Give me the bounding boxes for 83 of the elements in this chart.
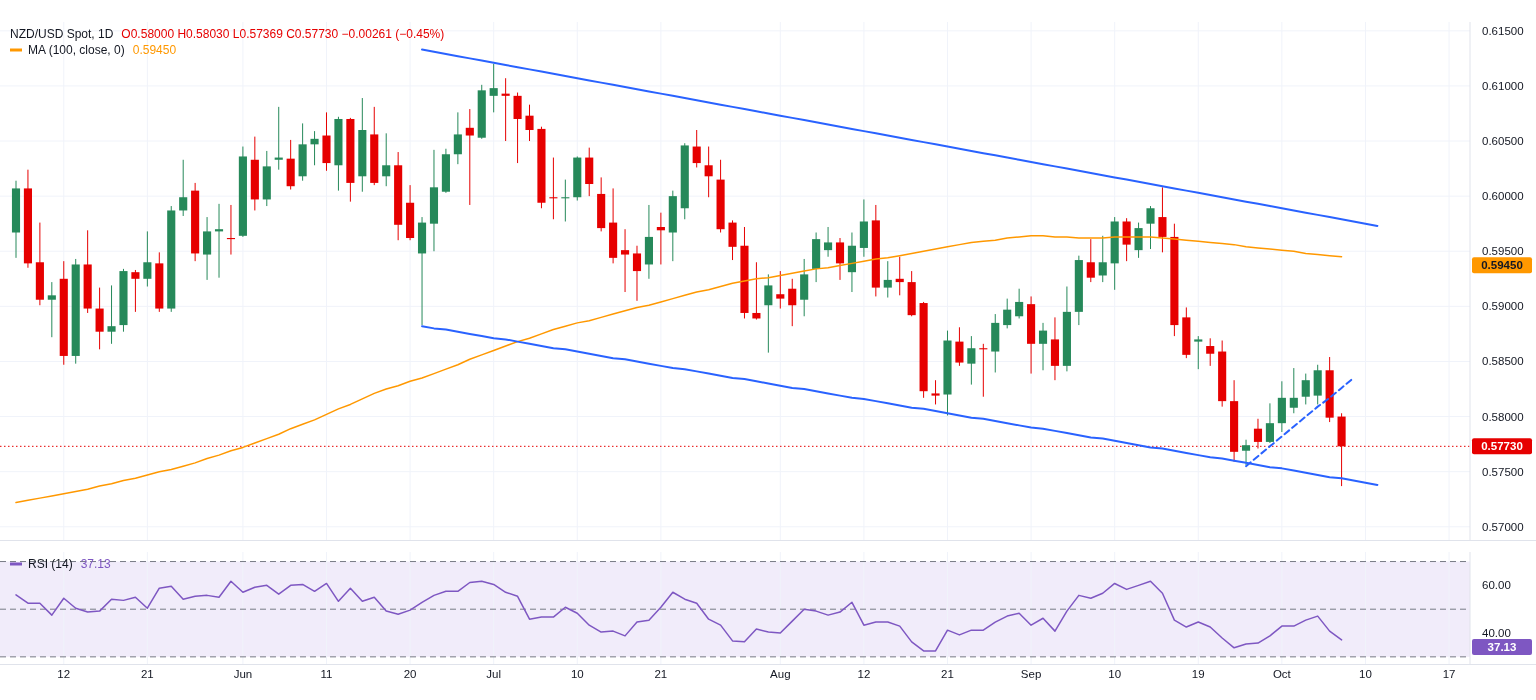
annotation: 0.59450 — [132, 43, 177, 57]
x-tick-label: 10 — [570, 668, 584, 680]
candlestick — [776, 270, 785, 310]
candlestick — [1206, 337, 1215, 367]
candlestick — [883, 260, 892, 299]
line-series — [421, 48, 1379, 227]
y-tick-label: 0.60500 — [1482, 135, 1524, 148]
candlestick — [107, 284, 116, 345]
candlestick — [143, 230, 152, 288]
candlestick — [931, 379, 940, 405]
text: 0.59450 — [1481, 259, 1523, 272]
x-tick-label: Jun — [233, 668, 253, 680]
candlestick — [1122, 217, 1131, 262]
candlestick — [1146, 205, 1155, 250]
x-tick-label: 12 — [857, 668, 871, 680]
x-tick-label: 10 — [1359, 668, 1372, 680]
y-tick-label: 0.60000 — [1482, 190, 1524, 203]
candlestick — [131, 269, 140, 313]
x-tick-label: Oct — [1272, 668, 1292, 680]
candlestick — [95, 287, 104, 350]
y-tick-label: 0.59500 — [1482, 245, 1524, 258]
y-tick-label: 0.61000 — [1482, 79, 1524, 92]
candlestick — [1289, 367, 1298, 414]
candlestick — [465, 108, 474, 206]
candlestick — [835, 237, 845, 281]
candlestick — [1086, 238, 1095, 283]
candlestick — [764, 273, 773, 354]
candlestick — [1265, 402, 1274, 444]
candlestick — [1038, 322, 1048, 371]
candlestick — [692, 129, 701, 168]
candlestick — [704, 146, 713, 198]
candlestick — [1015, 288, 1024, 319]
candlestick — [955, 326, 964, 367]
x-tick-label: Jul — [486, 668, 502, 680]
candlestick — [513, 92, 522, 164]
candlestick — [620, 228, 630, 293]
candlestick — [1241, 439, 1251, 466]
candlestick — [203, 216, 212, 281]
annotation: 37.13 — [80, 557, 112, 571]
candlestick — [47, 281, 56, 338]
text: 37.13 — [1487, 641, 1517, 654]
candlestick — [1098, 235, 1107, 283]
candlestick — [967, 335, 976, 386]
x-tick-label: 21 — [140, 668, 154, 680]
x-tick-label: 10 — [1108, 668, 1122, 680]
x-tick-label: 17 — [1442, 668, 1456, 680]
y-tick-label: 0.61500 — [1482, 24, 1524, 37]
y-tick-label: 40.00 — [1482, 627, 1511, 640]
candlestick — [1003, 298, 1012, 329]
candlestick — [489, 63, 498, 113]
y-tick-label: 0.57500 — [1482, 465, 1524, 478]
legend-label: MA (100, close, 0) — [28, 43, 125, 57]
chart-title: NZD/USD Spot, 1D — [10, 27, 114, 41]
annotation: O0.58000 H0.58030 L0.57369 C0.57730 −0.00261 (−0.45%) — [121, 27, 445, 41]
x-tick-label: 20 — [403, 668, 417, 680]
y-tick-label: 60.00 — [1482, 579, 1511, 592]
candlestick — [382, 132, 391, 187]
candlestick — [1158, 186, 1167, 253]
legend-label: RSI (14) — [28, 557, 73, 571]
y-tick-label: 0.58500 — [1482, 355, 1524, 368]
candlestick — [525, 104, 534, 142]
candlestick — [1301, 373, 1310, 405]
line-series — [1245, 376, 1355, 468]
y-tick-label: 0.57000 — [1482, 520, 1524, 533]
line-series — [15, 580, 1343, 652]
y-tick-label: 0.58000 — [1482, 410, 1524, 423]
candlestick — [179, 159, 188, 217]
candlestick — [788, 278, 797, 327]
candlestick — [824, 226, 833, 258]
x-tick-label: Aug — [770, 668, 791, 680]
x-tick-label: 21 — [941, 668, 954, 680]
x-tick-label: 19 — [1191, 668, 1205, 680]
candlestick — [310, 130, 319, 166]
candlestick — [453, 111, 462, 165]
candlestick — [1194, 335, 1203, 370]
x-tick-label: 11 — [320, 668, 333, 680]
candlestick — [632, 245, 642, 302]
y-tick-label: 0.59000 — [1482, 300, 1524, 313]
x-tick-label: 12 — [57, 668, 71, 680]
x-tick-label: 21 — [654, 668, 668, 680]
x-tick-label: Sep — [1020, 668, 1042, 680]
ref-line-label: 0.57730 — [1481, 440, 1523, 453]
line-series — [421, 325, 1379, 486]
